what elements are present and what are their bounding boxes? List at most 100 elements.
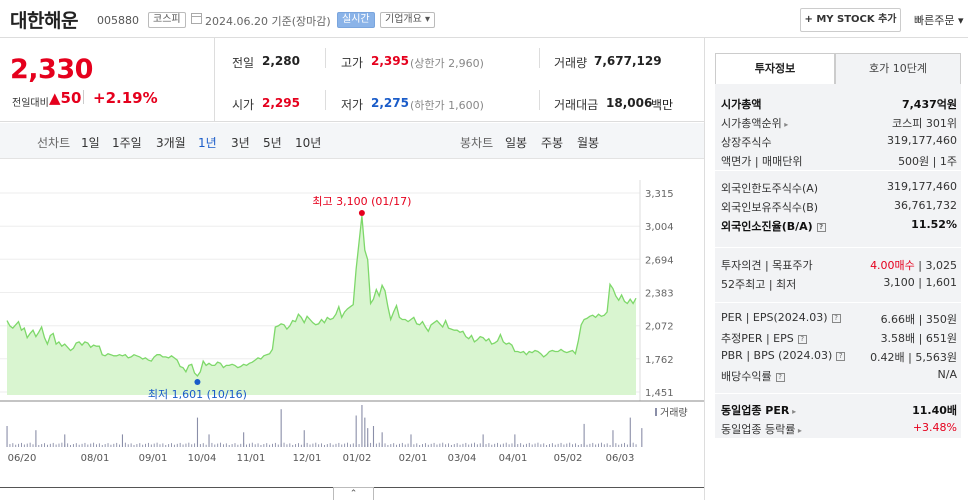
- prev-close-value: 2,280: [262, 54, 300, 68]
- tab-3y[interactable]: 3년: [231, 136, 250, 150]
- volume-bar: [248, 443, 250, 447]
- volume-bar: [329, 443, 331, 447]
- volume-bar: [41, 444, 43, 447]
- volume-bar: [113, 443, 115, 447]
- x-tick-label: 11/01: [237, 453, 266, 464]
- volume-bar: [396, 444, 398, 447]
- tab-investment-info[interactable]: 투자정보: [715, 53, 835, 85]
- volume-bar: [517, 444, 519, 447]
- volume-bar: [456, 443, 458, 447]
- tab-quote-10-levels[interactable]: 호가 10단계: [835, 53, 961, 85]
- volume-bar: [326, 444, 328, 447]
- price-chart[interactable]: 3,315 3,004 2,694 2,383 2,072 1,762 1,451 최고 3…: [0, 160, 704, 490]
- tab-1d[interactable]: 1일: [81, 136, 100, 150]
- volume-bar: [295, 444, 297, 447]
- line-chart-label: 선차트: [37, 136, 71, 150]
- help-icon[interactable]: ?: [831, 313, 841, 323]
- volume-bar: [424, 443, 426, 447]
- volume-bar: [514, 434, 516, 447]
- volume-bar: [600, 442, 602, 447]
- divider: [539, 48, 540, 68]
- volume-bar: [173, 444, 175, 447]
- help-icon[interactable]: ?: [797, 334, 807, 344]
- price-summary: 2,330 전일대비 ▲50 +2.19% 전일 2,280 시가 2,295 …: [0, 38, 704, 122]
- tab-1w[interactable]: 1주일: [112, 136, 142, 150]
- candle-chart-label: 봉차트: [460, 136, 494, 150]
- volume-bar: [303, 430, 305, 447]
- volume-bar: [136, 444, 138, 447]
- tab-daily-candle[interactable]: 일봉: [505, 136, 528, 150]
- tab-3m[interactable]: 3개월: [156, 136, 186, 150]
- info-value: 6.66배 | 350원: [881, 311, 957, 327]
- volume-bar: [430, 443, 432, 447]
- volume-bar: [228, 444, 230, 447]
- volume-bar: [292, 444, 294, 447]
- help-icon[interactable]: ?: [836, 351, 846, 361]
- volume-bar: [485, 444, 487, 447]
- volume-bar: [448, 443, 449, 447]
- add-my-stock-button[interactable]: + MY STOCK 추가: [800, 8, 901, 32]
- volume-bar: [75, 443, 77, 447]
- volume-bar: [150, 444, 152, 447]
- max-price-label: 최고 3,100 (01/17): [312, 195, 411, 208]
- collapse-chart-button[interactable]: ⌃: [333, 487, 374, 500]
- volume-bar: [491, 444, 493, 447]
- calendar-icon: [191, 13, 202, 24]
- divider: [325, 90, 326, 110]
- investment-info-panel: 투자정보 호가 10단계 시가총액 7,437억원 시가총액순위 ▸ 코스피 301위…: [704, 38, 968, 500]
- company-info-dropdown[interactable]: 기업개요 ▾: [380, 12, 436, 28]
- volume-bar: [494, 443, 496, 447]
- quick-order-button[interactable]: 빠른주문 ▾: [914, 14, 964, 27]
- volume-bar: [482, 434, 484, 447]
- x-tick-label: 06/20: [8, 453, 37, 464]
- volume-bar: [474, 442, 475, 447]
- info-label[interactable]: 시가총액순위 ▸: [721, 115, 788, 131]
- info-label: 52주최고 | 최저: [721, 276, 796, 292]
- amount-unit: 백만: [651, 98, 674, 112]
- help-icon[interactable]: ?: [775, 372, 785, 382]
- tab-10y[interactable]: 10년: [295, 136, 322, 150]
- info-label[interactable]: 동일업종 등락률 ▸: [721, 421, 802, 437]
- volume-bar: [196, 417, 199, 447]
- info-label: 투자의견 | 목표주가: [721, 257, 813, 273]
- volume-bar: [156, 442, 158, 447]
- chevron-right-icon: ▸: [789, 407, 797, 416]
- info-value-text: 319,177,460: [887, 134, 957, 147]
- volume-bar: [21, 442, 22, 447]
- volume-bar: [606, 443, 608, 447]
- volume-bar: [401, 442, 403, 447]
- volume-bar: [341, 444, 343, 447]
- info-label[interactable]: 동일업종 PER ▸: [721, 402, 796, 418]
- volume-bar: [312, 443, 314, 447]
- volume-bar: [171, 443, 172, 447]
- realtime-badge[interactable]: 실시간: [337, 12, 375, 28]
- divider: [539, 90, 540, 110]
- x-tick-label: 02/01: [399, 453, 428, 464]
- info-label-text: 액면가 | 매매단위: [721, 155, 803, 168]
- tab-weekly-candle[interactable]: 주봉: [541, 136, 564, 150]
- volume-bar: [214, 444, 216, 447]
- tab-monthly-candle[interactable]: 월봉: [577, 136, 600, 150]
- volume-legend: 거래량: [660, 407, 688, 419]
- base-date: 2024.06.20 기준(장마감): [205, 15, 331, 28]
- info-label: 외국인소진율(B/A)?: [721, 218, 826, 234]
- tab-1y[interactable]: 1년: [198, 136, 217, 150]
- volume-bar: [12, 443, 14, 447]
- volume-bar: [352, 443, 354, 447]
- volume-bar: [462, 443, 464, 447]
- company-name[interactable]: 대한해운: [10, 10, 78, 32]
- volume-bar: [505, 442, 507, 447]
- volume-bar: [332, 444, 334, 447]
- volume-bar: [222, 444, 224, 447]
- volume-bar: [23, 444, 25, 447]
- volume-bar: [511, 443, 513, 447]
- volume-bar: [205, 444, 207, 447]
- y-tick-label: 2,694: [645, 255, 674, 266]
- info-label-text: 동일업종 등락률: [721, 423, 796, 436]
- open-label: 시가: [232, 98, 255, 112]
- open-value: 2,295: [262, 96, 300, 110]
- volume-bar: [598, 443, 599, 447]
- help-icon[interactable]: ?: [816, 222, 826, 232]
- y-tick-label: 1,762: [645, 355, 674, 366]
- tab-5y[interactable]: 5년: [263, 136, 282, 150]
